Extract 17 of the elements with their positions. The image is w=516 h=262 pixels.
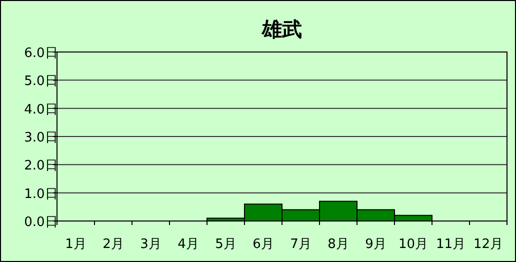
chart-title: 雄武: [261, 17, 302, 41]
y-tick-label: 2.0日: [24, 158, 58, 174]
x-tick-label: 8月: [328, 237, 349, 252]
x-tick-label: 3月: [140, 237, 162, 252]
x-tick-label: 1月: [65, 237, 86, 252]
x-tick-label: 10月: [398, 237, 428, 252]
x-tick-label: 4月: [178, 237, 199, 252]
y-tick-label: 4.0日: [24, 102, 58, 118]
x-tick-label: 6月: [252, 237, 274, 252]
x-tick-label: 2月: [102, 237, 124, 252]
y-tick-label: 5.0日: [24, 74, 58, 90]
x-tick-label: 5月: [215, 237, 236, 252]
x-tick-label: 7月: [290, 237, 312, 252]
x-tick-label: 12月: [473, 237, 504, 252]
y-tick-label: 1.0日: [24, 186, 58, 202]
x-tick-label: 9月: [365, 237, 386, 252]
x-tick-label: 11月: [436, 237, 466, 252]
